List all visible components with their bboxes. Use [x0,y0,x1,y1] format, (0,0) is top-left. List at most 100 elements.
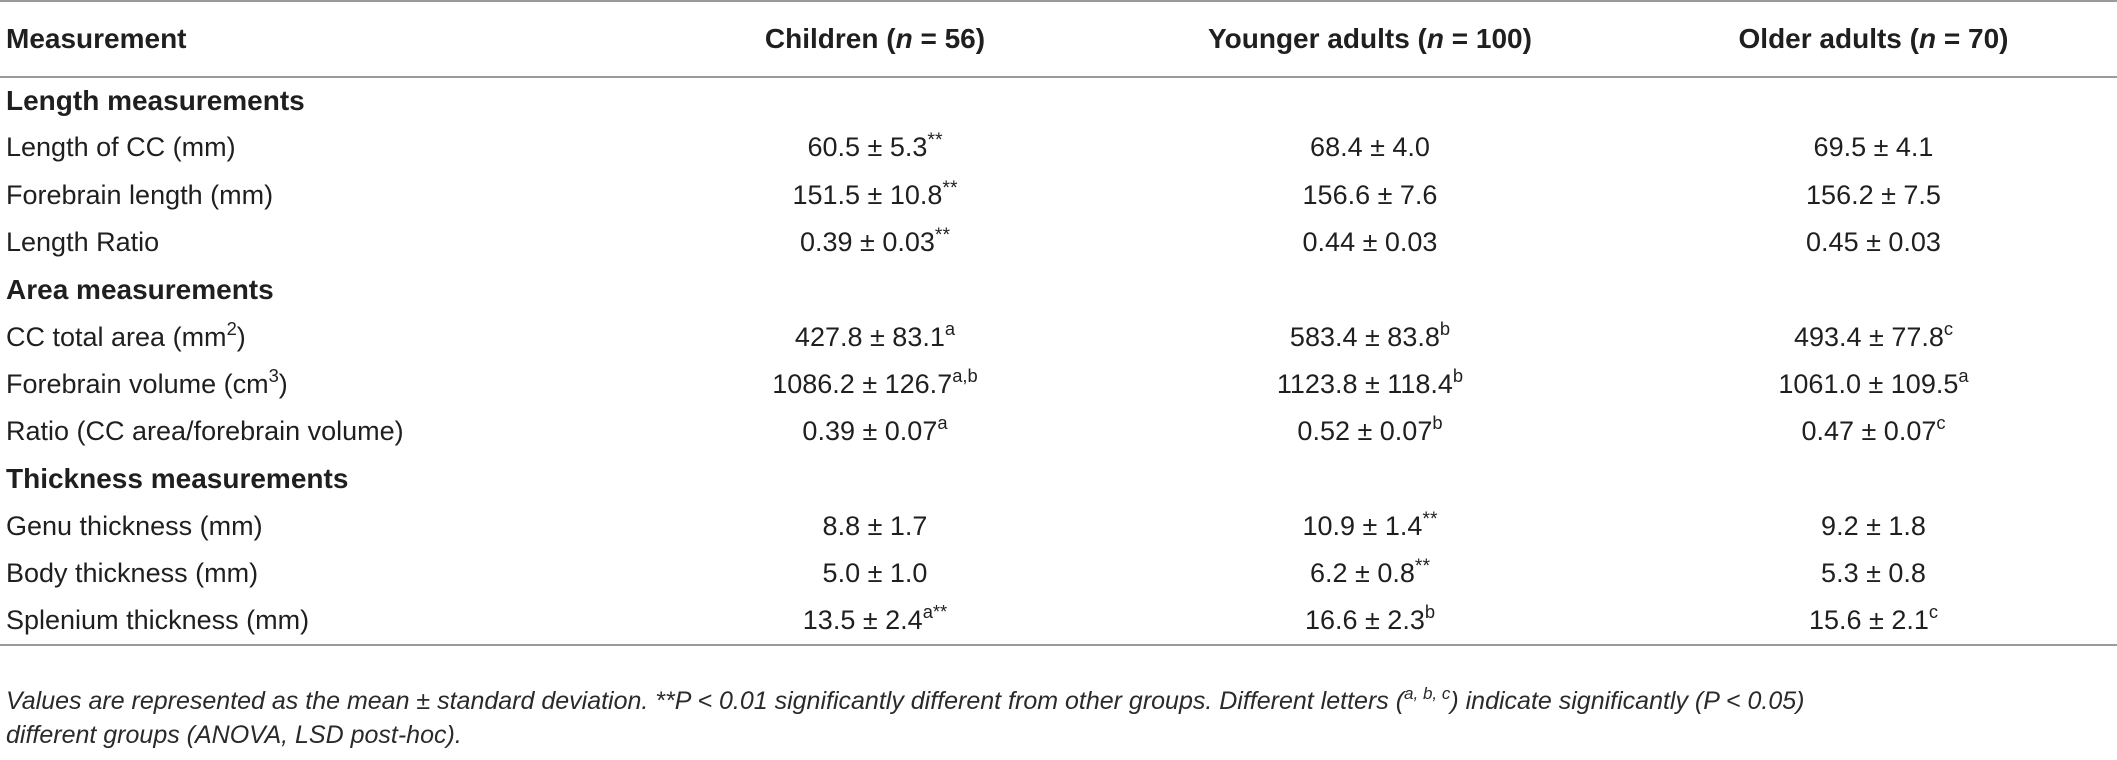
cell-children: 5.0 ± 1.0 [640,550,1110,597]
cell-superscript: ** [942,176,958,199]
table-row: Body thickness (mm) 5.0 ± 1.0 6.2 ± 0.8*… [0,550,2117,597]
section-title-length: Length measurements [6,85,305,117]
cell-children: 0.39 ± 0.07a [640,408,1110,455]
cell-younger: 6.2 ± 0.8** [1110,550,1630,597]
cell-children: 1086.2 ± 126.7a,b [640,361,1110,408]
table-row: Length Ratio 0.39 ± 0.03** 0.44 ± 0.03 0… [0,219,2117,266]
cell-value: 156.6 ± 7.6 [1302,179,1438,210]
table-row: CC total area (mm2) 427.8 ± 83.1a 583.4 … [0,313,2117,360]
cell-younger: 1123.8 ± 118.4b [1110,361,1630,408]
cell-value: 0.52 ± 0.07 [1297,416,1433,447]
cell-older: 0.45 ± 0.03 [1630,219,2117,266]
header-row: Measurement Children (n = 56) Younger ad… [0,0,2117,78]
row-label: Forebrain length (mm) [6,179,274,210]
row-label: Ratio (CC area/forebrain volume) [6,416,404,447]
cell-value: 5.0 ± 1.0 [822,558,928,589]
header-younger-n: n [1426,23,1444,54]
cell-superscript: a** [922,601,948,622]
row-label: Genu thickness (mm) [6,510,263,541]
cell-older: 9.2 ± 1.8 [1630,503,2117,550]
header-older-count: = 70) [1936,23,2009,54]
cell-older: 69.5 ± 4.1 [1630,124,2117,171]
row-label-text: CC total area (mm [6,321,227,352]
row-label-superscript: 3 [268,365,279,387]
cell-older: 156.2 ± 7.5 [1630,172,2117,219]
row-label: Splenium thickness (mm) [0,597,640,646]
table-row: Forebrain volume (cm3) 1086.2 ± 126.7a,b… [0,361,2117,408]
cell-superscript: c [1936,412,1946,434]
cell-children: 13.5 ± 2.4a** [640,597,1110,646]
row-label: Length of CC (mm) [6,132,236,163]
cell-value: 427.8 ± 83.1 [794,321,945,352]
cell-superscript: b [1452,365,1464,387]
section-row-thickness: Thickness measurements [0,455,2117,502]
row-label: Body thickness (mm) [6,558,259,589]
cell-value: 583.4 ± 83.8 [1289,321,1440,352]
cell-superscript: ** [1414,555,1431,578]
cell-younger: 68.4 ± 4.0 [1110,124,1630,171]
cell-value: 16.6 ± 2.3 [1304,604,1425,635]
table-row: Genu thickness (mm) 8.8 ± 1.7 10.9 ± 1.4… [0,503,2117,550]
row-label-end: ) [236,321,246,352]
cell-superscript: a,b [952,365,978,387]
cell-younger: 10.9 ± 1.4** [1110,503,1630,550]
cell-superscript: b [1432,412,1443,434]
header-older: Older adults (n = 70) [1630,0,2117,78]
footnote-superscript: a, b, c [1404,683,1451,703]
row-label: Length Ratio [6,227,160,258]
table-row: Length of CC (mm) 60.5 ± 5.3** 68.4 ± 4.… [0,124,2117,171]
table-footnote: Values are represented as the mean ± sta… [6,684,2106,752]
cell-older: 5.3 ± 0.8 [1630,550,2117,597]
table-row: Ratio (CC area/forebrain volume) 0.39 ± … [0,408,2117,455]
footnote-text: Values are represented as the mean ± sta… [6,687,1405,715]
cell-superscript: c [1943,317,1954,339]
header-children-n: n [895,23,913,54]
cell-value: 68.4 ± 4.0 [1310,132,1430,163]
cell-value: 1086.2 ± 126.7 [772,368,953,399]
measurements-table: Measurement Children (n = 56) Younger ad… [0,0,2117,646]
cell-superscript: a [1958,365,1969,387]
cell-value: 493.4 ± 77.8 [1793,321,1944,352]
header-younger: Younger adults (n = 100) [1110,0,1630,78]
cell-children: 151.5 ± 10.8** [640,172,1110,219]
section-row-length: Length measurements [0,77,2117,124]
cell-value: 10.9 ± 1.4 [1302,510,1423,541]
cell-value: 9.2 ± 1.8 [1821,510,1926,541]
cell-superscript: a [937,412,948,434]
cell-value: 6.2 ± 0.8 [1309,558,1415,589]
header-younger-label: Younger adults ( [1208,23,1427,54]
row-label-text: Forebrain volume (cm [6,368,269,399]
footnote-line-2: different groups (ANOVA, LSD post-hoc). [6,721,462,749]
cell-value: 1123.8 ± 118.4 [1276,368,1453,399]
cell-younger: 0.52 ± 0.07b [1110,408,1630,455]
cell-value: 13.5 ± 2.4 [802,604,923,635]
header-younger-count: = 100) [1443,23,1532,54]
section-row-area: Area measurements [0,266,2117,313]
cell-younger: 16.6 ± 2.3b [1110,597,1630,646]
cell-superscript: ** [1422,507,1438,530]
footnote-text-end: ) indicate significantly (P < 0.05) [1450,687,1805,715]
cell-superscript: b [1424,601,1436,622]
cell-value: 69.5 ± 4.1 [1813,132,1934,163]
row-label: Forebrain volume (cm3) [0,361,640,408]
cell-superscript: ** [927,129,943,152]
cell-superscript: c [1928,601,1939,622]
header-children-label: Children ( [764,23,896,54]
cell-children: 427.8 ± 83.1a [640,313,1110,360]
cell-younger: 156.6 ± 7.6 [1110,172,1630,219]
cell-older: 15.6 ± 2.1c [1630,597,2117,646]
cell-children: 0.39 ± 0.03** [640,219,1110,266]
header-older-label: Older adults ( [1738,23,1919,54]
data-table-container: Measurement Children (n = 56) Younger ad… [0,0,2117,646]
cell-older: 1061.0 ± 109.5a [1630,361,2117,408]
cell-superscript: b [1439,317,1451,339]
cell-value: 1061.0 ± 109.5 [1778,368,1959,399]
cell-children: 60.5 ± 5.3** [640,124,1110,171]
row-label-end: ) [278,368,288,399]
cell-value: 5.3 ± 0.8 [1821,558,1926,589]
cell-value: 15.6 ± 2.1 [1808,604,1929,635]
header-measurement: Measurement [0,0,640,78]
row-label-superscript: 2 [226,317,237,339]
cell-value: 0.45 ± 0.03 [1806,227,1941,258]
row-label: CC total area (mm2) [0,313,640,360]
